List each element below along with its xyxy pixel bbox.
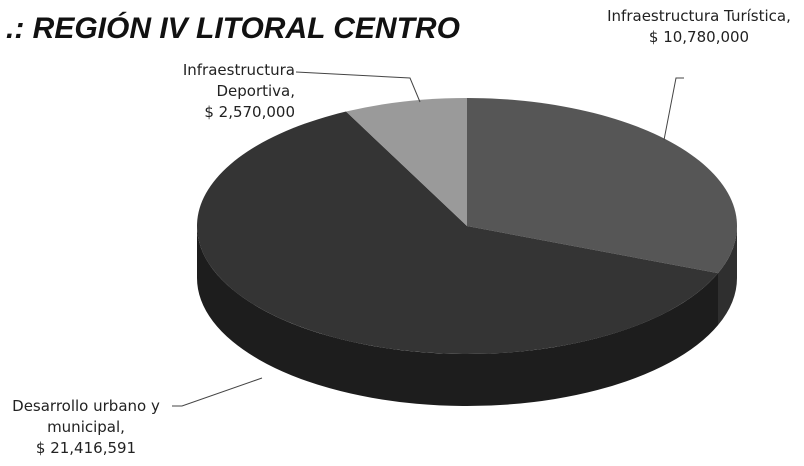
chart-title: .: REGIÓN IV LITORAL CENTRO <box>6 12 460 45</box>
slice-side <box>196 226 718 407</box>
pie-slice <box>197 111 718 354</box>
leader-line <box>295 71 421 103</box>
pie-slice <box>467 98 737 274</box>
category-label: Infraestructura Turística, <box>607 7 791 25</box>
leader-line <box>172 377 263 407</box>
label: Infraestructura Deportiva, $ 2,570,000 <box>150 60 295 123</box>
label: Desarrollo urbano y municipal, $ 21,416,… <box>2 396 170 459</box>
leader-lines <box>172 71 684 407</box>
slice-side <box>717 226 737 326</box>
value-label: $ 2,570,000 <box>204 103 295 121</box>
label: Infraestructura Turística, $ 10,780,000 <box>604 6 794 48</box>
leader-line <box>663 77 684 141</box>
category-label: Infraestructura Deportiva, <box>182 61 295 100</box>
value-label: $ 10,780,000 <box>648 28 750 46</box>
pie-slice <box>346 98 467 226</box>
category-label: Desarrollo urbano y municipal, <box>12 397 160 436</box>
value-label: $ 21,416,591 <box>35 439 137 457</box>
